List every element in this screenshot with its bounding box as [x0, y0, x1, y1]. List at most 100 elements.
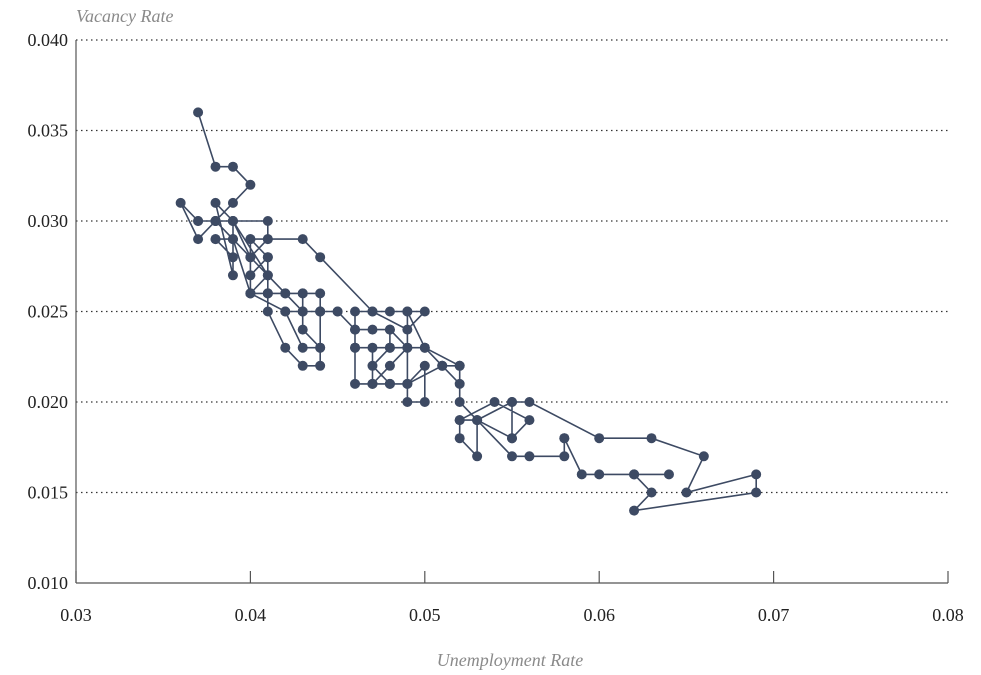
data-point	[227, 216, 238, 226]
x-tick-label: 0.05	[409, 605, 441, 625]
data-point	[489, 397, 500, 407]
data-point	[245, 270, 256, 281]
data-point	[350, 306, 361, 317]
y-tick-label: 0.025	[28, 302, 69, 322]
data-point	[315, 306, 326, 317]
y-tick-label: 0.035	[28, 121, 69, 141]
y-axis-label: Vacancy Rate	[76, 6, 173, 26]
data-point	[210, 161, 221, 172]
data-point	[402, 324, 413, 335]
data-point	[315, 252, 326, 263]
data-point	[384, 360, 395, 371]
x-tick-label: 0.04	[235, 605, 267, 625]
data-point	[297, 234, 308, 245]
data-point	[594, 433, 605, 444]
data-point	[315, 360, 326, 371]
data-point	[227, 270, 238, 281]
data-point	[402, 397, 413, 407]
x-tick-label: 0.07	[758, 605, 790, 625]
data-point	[262, 216, 273, 226]
data-point	[227, 252, 238, 263]
data-point	[472, 415, 483, 426]
data-point	[350, 342, 361, 353]
data-point	[210, 216, 221, 226]
data-point	[454, 378, 465, 389]
data-point	[698, 451, 709, 462]
data-point	[297, 306, 308, 317]
data-point	[751, 487, 762, 498]
data-point	[245, 179, 256, 190]
data-point	[227, 197, 238, 208]
y-tick-label: 0.015	[28, 483, 69, 503]
data-point	[419, 306, 430, 317]
data-point	[384, 324, 395, 335]
data-point	[559, 451, 570, 462]
y-tick-label: 0.020	[28, 392, 69, 412]
data-point	[280, 288, 291, 299]
data-point	[367, 360, 378, 371]
data-point	[384, 378, 395, 389]
data-point	[472, 451, 483, 462]
data-point	[297, 342, 308, 353]
data-point	[419, 360, 430, 371]
data-point	[262, 288, 273, 299]
data-point	[507, 397, 517, 407]
x-tick-labels: 0.03 0.04 0.05 0.06 0.07 0.08	[60, 605, 964, 625]
data-point	[524, 415, 535, 426]
data-point	[297, 324, 308, 335]
data-point	[454, 397, 465, 407]
data-point	[367, 306, 378, 317]
data-point	[524, 397, 535, 407]
x-tick-label: 0.06	[583, 605, 615, 625]
data-point	[367, 324, 378, 335]
data-point	[629, 469, 640, 480]
data-point	[751, 469, 762, 480]
x-tick-label: 0.08	[932, 605, 964, 625]
data-point	[297, 288, 308, 299]
data-point	[262, 234, 273, 245]
x-axis-label: Unemployment Rate	[437, 650, 583, 670]
data-point	[350, 324, 361, 335]
data-point	[402, 378, 413, 389]
data-points	[175, 107, 762, 516]
data-point	[193, 234, 204, 245]
data-point	[297, 360, 308, 371]
data-point	[193, 216, 204, 226]
data-point	[646, 433, 657, 444]
data-point	[629, 505, 640, 516]
data-point	[419, 342, 430, 353]
data-point	[280, 306, 291, 317]
y-tick-label: 0.030	[28, 211, 69, 231]
data-point	[454, 360, 465, 371]
data-point	[210, 234, 221, 245]
data-point	[402, 342, 413, 353]
data-point	[175, 197, 186, 208]
data-point	[646, 487, 657, 498]
data-point	[454, 415, 465, 426]
data-point	[245, 288, 256, 299]
data-point	[559, 433, 570, 444]
data-point	[262, 252, 273, 263]
y-tick-label: 0.010	[28, 573, 69, 593]
data-point	[681, 487, 692, 498]
data-point	[227, 234, 238, 245]
data-point	[262, 270, 273, 281]
data-point	[402, 306, 413, 317]
data-point	[245, 234, 256, 245]
data-point	[262, 306, 273, 317]
data-point	[332, 306, 343, 317]
data-point	[367, 378, 378, 389]
data-point	[193, 107, 204, 118]
data-point	[350, 378, 361, 389]
axes	[75, 40, 949, 584]
data-point	[507, 433, 517, 444]
data-point	[280, 342, 291, 353]
data-point	[367, 342, 378, 353]
data-point	[315, 288, 326, 299]
data-point	[384, 342, 395, 353]
data-point	[524, 451, 535, 462]
data-point	[210, 197, 221, 208]
data-point	[384, 306, 395, 317]
data-point	[437, 360, 448, 371]
